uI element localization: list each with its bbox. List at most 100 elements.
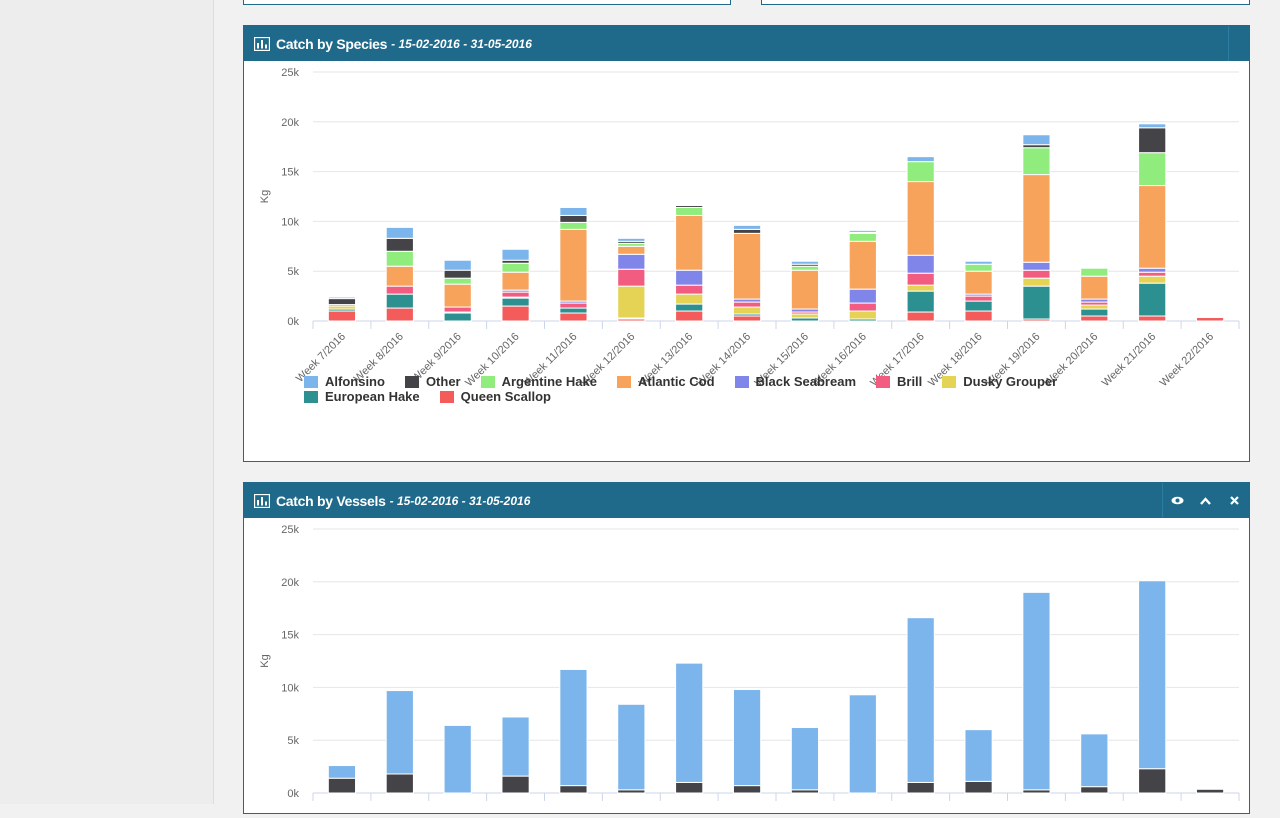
bar-segment: [790, 727, 820, 791]
bar-segment: [964, 295, 993, 302]
bar-segment: [501, 248, 530, 261]
bar-segment: [906, 272, 935, 286]
bar-segment: [559, 312, 588, 322]
bar-segment: [1080, 733, 1109, 788]
bar-segment: [1022, 147, 1051, 176]
catch-by-vessels-panel: Catch by Vessels - 15-02-2016 - 31-05-20…: [243, 482, 1250, 814]
bar-segment: [1080, 275, 1109, 300]
y-tick-label: 5k: [287, 266, 299, 278]
legend-item[interactable]: Dusky Grouper: [942, 374, 1057, 389]
legend-swatch: [734, 375, 749, 388]
bar-segment: [1022, 285, 1051, 320]
panel-header: Catch by Species - 15-02-2016 - 31-05-20…: [244, 26, 1249, 61]
bar-segment: [443, 259, 472, 271]
legend-swatch: [304, 375, 318, 388]
bar-segment: [617, 253, 646, 270]
bar-segment: [848, 232, 877, 242]
bar-segment: [675, 662, 704, 783]
legend-item[interactable]: Brill: [876, 374, 922, 389]
bar-segment: [1022, 261, 1051, 271]
bar-segment: [385, 237, 414, 252]
y-axis-label: Kg: [259, 654, 271, 667]
legend-swatch: [439, 390, 454, 403]
legend-label: Queen Scallop: [460, 389, 551, 404]
bar-segment: [385, 690, 414, 775]
legend-swatch: [876, 375, 890, 388]
bar-segment: [1080, 304, 1109, 310]
y-tick-label: 20k: [281, 117, 299, 129]
bar-segment: [675, 781, 704, 794]
bar-segment: [1080, 315, 1109, 322]
bar-segment: [443, 312, 472, 322]
bar-segment: [385, 265, 414, 287]
y-tick-label: 10k: [281, 682, 299, 694]
y-tick-label: 0k: [287, 788, 299, 800]
bar-segment: [1138, 580, 1167, 770]
bar-segment: [790, 260, 820, 265]
bar-segment: [559, 307, 588, 314]
bar-segment: [501, 297, 530, 307]
catch-by-species-panel: Catch by Species - 15-02-2016 - 31-05-20…: [243, 25, 1250, 462]
bar-segment: [790, 265, 820, 271]
y-tick-label: 25k: [281, 67, 299, 79]
y-axis-label: Kg: [259, 190, 271, 203]
legend-item[interactable]: Other: [404, 374, 461, 389]
bar-segment: [732, 306, 762, 315]
legend-item[interactable]: Alfonsino: [304, 374, 385, 389]
y-tick-label: 25k: [281, 524, 299, 536]
panel-title: Catch by Species: [276, 35, 388, 52]
bar-segment: [501, 271, 530, 291]
bar-segment: [675, 269, 704, 286]
legend-item[interactable]: European Hake: [304, 389, 420, 404]
bar-chart-icon: [254, 493, 270, 508]
bar-segment: [790, 313, 820, 319]
bar-segment: [1138, 127, 1167, 154]
legend-label: Other: [425, 374, 461, 389]
bar-segment: [443, 724, 472, 794]
bar-segment: [964, 263, 993, 272]
bar-segment: [732, 301, 762, 308]
bar-segment: [732, 315, 762, 322]
legend-item[interactable]: Black Seabream: [734, 374, 856, 389]
species-legend: Alfonsino Other Argentine Hake Atlantic Cod…: [304, 374, 1204, 404]
bar-segment: [732, 689, 762, 787]
bar-segment: [559, 668, 588, 787]
bar-segment: [1080, 267, 1109, 277]
eye-icon[interactable]: [1169, 493, 1185, 508]
bar-segment: [559, 221, 588, 230]
bar-segment: [617, 703, 646, 791]
bar-segment: [559, 214, 588, 223]
bar-segment: [327, 777, 357, 794]
legend-item[interactable]: Atlantic Cod: [616, 374, 715, 389]
bar-segment: [1138, 282, 1167, 317]
bar-segment: [964, 300, 993, 312]
legend-label: Atlantic Cod: [637, 374, 715, 389]
bar-segment: [906, 181, 935, 256]
legend-swatch: [480, 375, 495, 388]
legend-item[interactable]: Argentine Hake: [480, 374, 597, 389]
bar-segment: [1138, 271, 1167, 277]
bar-segment: [443, 283, 472, 308]
bar-segment: [385, 285, 414, 295]
bar-segment: [443, 306, 472, 313]
bar-segment: [327, 296, 357, 300]
close-icon[interactable]: [1227, 493, 1243, 508]
bar-segment: [790, 269, 820, 310]
left-sidebar: [0, 0, 214, 804]
bar-segment: [1138, 768, 1167, 794]
chevron-up-icon[interactable]: [1198, 493, 1214, 508]
bar-segment: [1022, 277, 1051, 287]
legend-item[interactable]: Queen Scallop: [439, 389, 551, 404]
legend-label: Dusky Grouper: [963, 374, 1058, 389]
bar-segment: [732, 224, 762, 230]
bar-segment: [1138, 275, 1167, 284]
bar-segment: [385, 226, 414, 239]
bar-segment: [559, 228, 588, 302]
legend-swatch: [404, 375, 419, 388]
bar-segment: [501, 716, 530, 777]
bar-segment: [848, 302, 877, 312]
bar-segment: [327, 298, 357, 306]
bar-segment: [385, 293, 414, 309]
bar-segment: [385, 250, 414, 267]
